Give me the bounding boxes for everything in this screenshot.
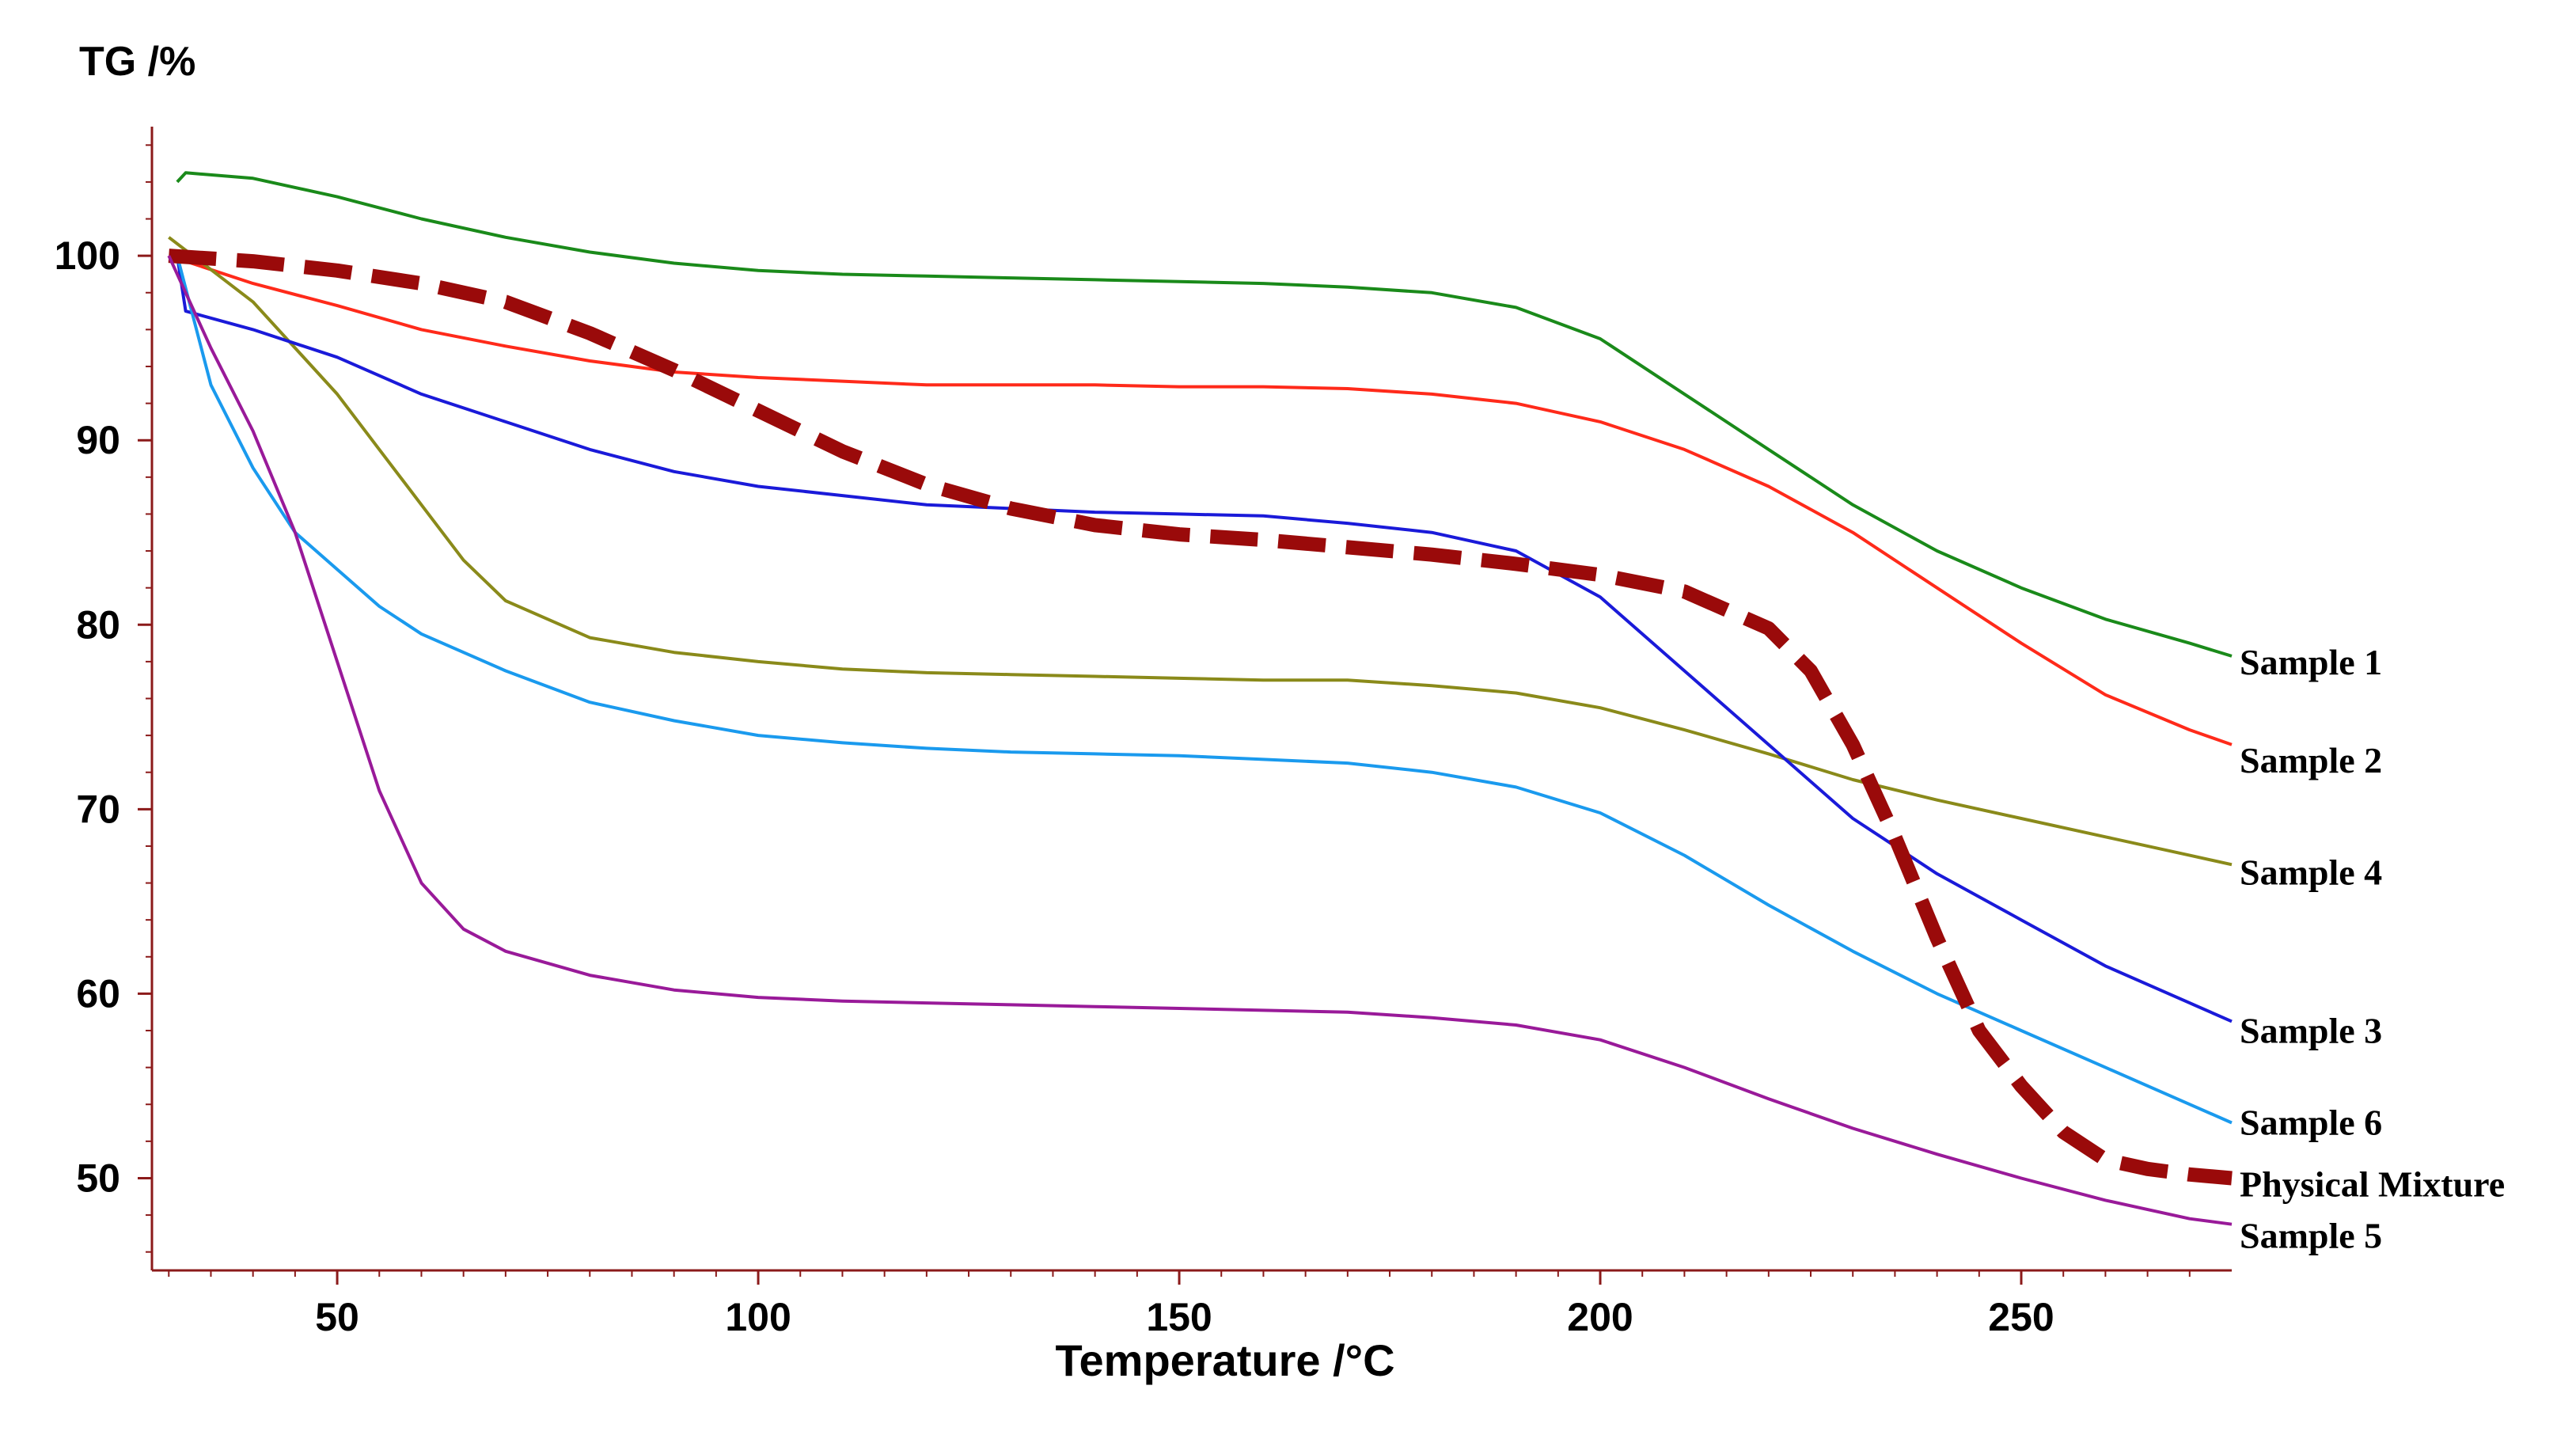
series-line-sample-2 — [168, 254, 2233, 746]
x-axis-title: Temperature /°C — [1055, 1335, 1394, 1385]
series-label-physical-mixture: Physical Mixture — [2240, 1164, 2505, 1204]
series-label-sample-4: Sample 4 — [2240, 852, 2382, 892]
x-tick-label: 100 — [725, 1295, 791, 1339]
series-line-sample-5 — [167, 255, 2233, 1226]
x-tick-label: 250 — [1988, 1295, 2054, 1339]
series-line-sample-6 — [175, 255, 2233, 1125]
series-label-sample-1: Sample 1 — [2240, 642, 2382, 682]
series-lines — [167, 171, 2233, 1226]
y-tick-label: 50 — [76, 1156, 120, 1200]
y-tick-label: 80 — [76, 602, 120, 647]
ticks: 50 100 150 200 250 50 60 70 80 90 100 — [55, 144, 2191, 1339]
y-tick-label: 60 — [76, 971, 120, 1016]
x-tick-label: 50 — [315, 1295, 359, 1339]
series-line-sample-1 — [176, 171, 2233, 658]
y-tick-label: 100 — [55, 234, 120, 278]
series-label-sample-5: Sample 5 — [2240, 1216, 2382, 1256]
y-axis-title: TG /% — [79, 39, 195, 85]
y-tick-label: 90 — [76, 418, 120, 462]
series-label-sample-3: Sample 3 — [2240, 1010, 2382, 1050]
series-label-sample-2: Sample 2 — [2240, 740, 2382, 780]
x-tick-label: 150 — [1146, 1295, 1212, 1339]
series-label-sample-6: Sample 6 — [2240, 1103, 2382, 1143]
x-tick-label: 200 — [1567, 1295, 1633, 1339]
series-labels: Sample 1 Sample 2 Sample 4 Sample 3 Sample 6… — [2240, 642, 2505, 1256]
y-tick-label: 70 — [76, 787, 120, 831]
series-line-sample-4 — [168, 236, 2233, 867]
series-line-physical-mixture — [168, 249, 2233, 1186]
